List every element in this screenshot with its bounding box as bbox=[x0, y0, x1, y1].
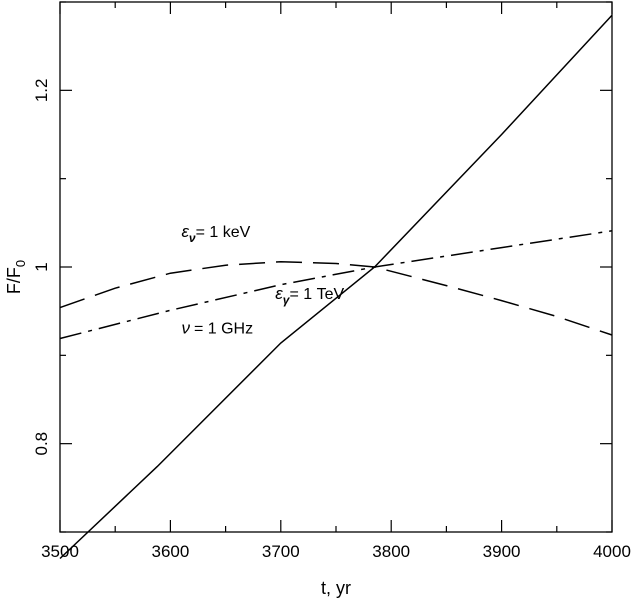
y-tick-label: 1.2 bbox=[32, 79, 51, 103]
curve-label-subscript: ν bbox=[189, 231, 196, 245]
axis-ticks bbox=[59, 1, 613, 533]
series-line-dashed bbox=[59, 260, 613, 336]
x-axis-label: t, yr bbox=[321, 578, 351, 598]
curve-label-dash-dot: ν = 1 GHz bbox=[181, 318, 253, 337]
tick-labels: 3500 3600 3700 3800 3900 4000 0.8 1 1.2 bbox=[32, 79, 631, 561]
x-tick-label: 3500 bbox=[41, 542, 79, 561]
y-tick-label: 0.8 bbox=[32, 432, 51, 456]
series-line-dash-dot bbox=[59, 230, 613, 340]
curve-label-text: = 1 keV bbox=[196, 224, 251, 241]
curve-label-symbol: ε bbox=[275, 284, 283, 303]
curve-label-symbol: ν bbox=[181, 318, 190, 337]
y-axis-label-subscript: 0 bbox=[13, 260, 28, 267]
series-line-solid bbox=[59, 14, 613, 560]
curve-label-text: = 1 GHz bbox=[194, 320, 253, 337]
plot-frame bbox=[59, 1, 613, 533]
curve-label-solid: εγ= 1 TeV bbox=[275, 284, 344, 307]
x-tick-label: 3600 bbox=[151, 542, 189, 561]
curve-label-subscript: γ bbox=[283, 293, 291, 307]
series-lines bbox=[59, 14, 613, 560]
y-axis-label: F/F0 bbox=[4, 260, 28, 294]
curve-label-text: = 1 TeV bbox=[289, 286, 344, 303]
x-tick-label: 3900 bbox=[483, 542, 521, 561]
y-axis-label-main: F/F bbox=[4, 267, 24, 294]
x-tick-label: 3700 bbox=[262, 542, 300, 561]
curve-label-dashed: εν= 1 keV bbox=[181, 222, 250, 245]
x-tick-label: 4000 bbox=[593, 542, 631, 561]
curve-label-symbol: ε bbox=[181, 222, 189, 241]
x-tick-label: 3800 bbox=[372, 542, 410, 561]
y-tick-label: 1 bbox=[32, 262, 51, 271]
